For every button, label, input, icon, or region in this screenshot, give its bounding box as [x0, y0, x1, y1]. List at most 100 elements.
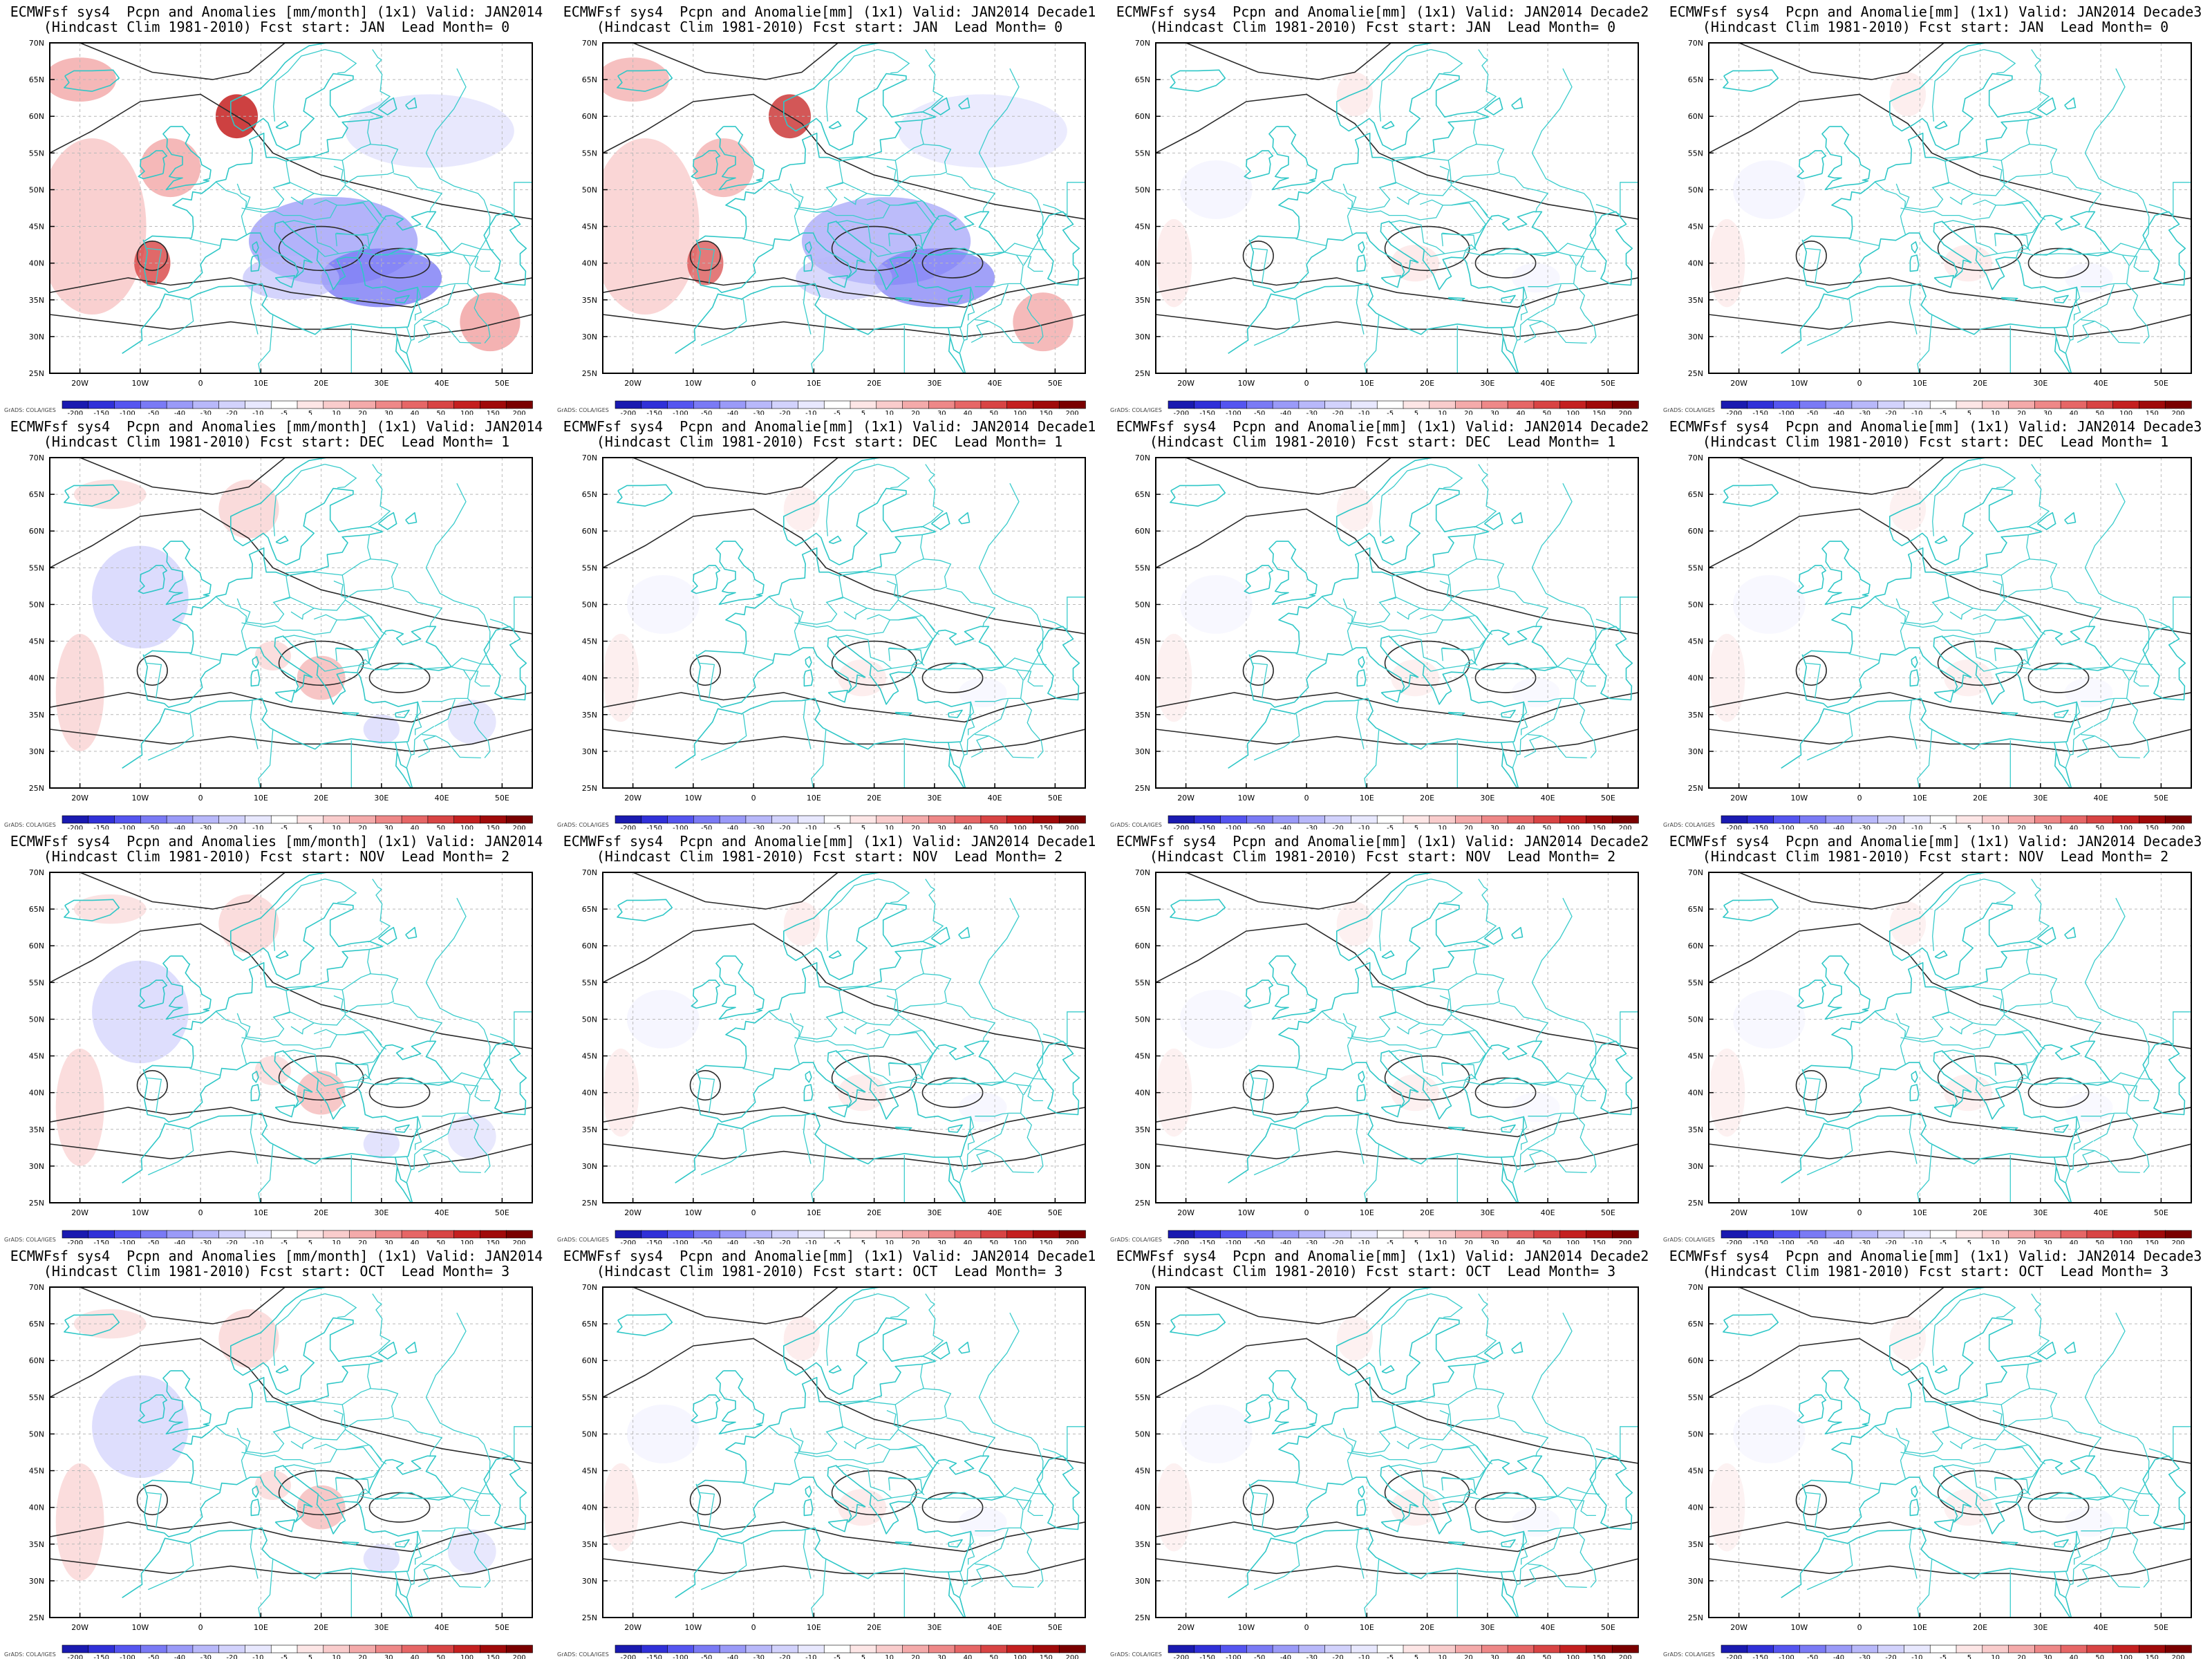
- grads-credit: GrADS: COLA/IGES: [557, 407, 609, 413]
- panel-subtitle: (Hindcast Clim 1981-2010) Fcst start: DE…: [1149, 433, 1616, 450]
- colorbar-swatch: [745, 400, 773, 409]
- colorbar-swatch: [166, 400, 194, 409]
- coastlines: [1170, 872, 1633, 1203]
- map-frame: [1708, 457, 2192, 789]
- coastlines: [1170, 43, 1633, 373]
- lat-label: 45N: [1688, 1052, 1703, 1061]
- lat-label: 30N: [582, 1162, 597, 1171]
- colorbar-swatch: [2086, 1644, 2114, 1653]
- colorbar-label: -200: [68, 825, 84, 830]
- lon-label: 20E: [1973, 1623, 1987, 1632]
- colorbar-swatch: [88, 400, 115, 409]
- coastlines: [1723, 43, 2186, 373]
- colorbar-swatch: [1533, 815, 1561, 824]
- colorbar-swatch: [1533, 1230, 1561, 1239]
- grads-credit: GrADS: COLA/IGES: [1110, 1237, 1162, 1243]
- lon-label: 30E: [2033, 794, 2047, 803]
- colorbar: [615, 1644, 1086, 1653]
- colorbar-label: 30: [384, 825, 393, 830]
- lon-label: 40E: [435, 379, 449, 388]
- colorbar-swatch: [1455, 400, 1483, 409]
- precip-anomaly-map: 70N 65N 60N 55N 50N 45N 40N 35N 30N 25N 20W 10W 0 10E…: [557, 868, 1086, 1244]
- colorbar-label: 40: [411, 410, 420, 415]
- colorbar-label: 40: [964, 410, 973, 415]
- colorbar-label: -40: [1833, 410, 1844, 415]
- colorbar-label: -20: [226, 1239, 237, 1244]
- colorbar-swatch: [427, 815, 455, 824]
- colorbar-label: 150: [2146, 410, 2159, 415]
- colorbar-swatch: [1773, 1230, 1801, 1239]
- colorbar-label: 200: [1619, 1239, 1632, 1244]
- colorbar-swatch: [719, 1230, 747, 1239]
- colorbar-label: 10: [332, 825, 341, 830]
- grads-credit: GrADS: COLA/IGES: [4, 822, 56, 828]
- colorbar-label: -10: [1911, 410, 1922, 415]
- colorbar-label: 10: [1438, 410, 1447, 415]
- colorbar-swatch: [2164, 815, 2192, 824]
- lon-label: 0: [1857, 794, 1862, 803]
- colorbar-label: 10: [885, 410, 894, 415]
- colorbar-swatch: [771, 400, 799, 409]
- colorbar-label: -30: [1859, 1239, 1871, 1244]
- lat-label: 65N: [1135, 1320, 1150, 1329]
- colorbar-swatch: [192, 400, 220, 409]
- colorbar-label: -100: [1779, 1239, 1794, 1244]
- colorbar-swatch: [928, 1230, 955, 1239]
- lon-label: 20W: [1730, 794, 1747, 803]
- colorbar-swatch: [1721, 1230, 1748, 1239]
- lon-label: 20E: [314, 1623, 328, 1632]
- colorbar-label: -50: [1807, 825, 1818, 830]
- forecast-panel: ECMWFsf sys4 Pcpn and Anomalie[mm] (1x1)…: [1106, 830, 1659, 1244]
- lat-label: 50N: [1135, 1015, 1150, 1024]
- lon-label: 50E: [2154, 1208, 2168, 1217]
- lon-label: 30E: [1480, 1208, 1494, 1217]
- colorbar-label: -150: [93, 1239, 109, 1244]
- grads-credit: GrADS: COLA/IGES: [1663, 822, 1715, 828]
- coastlines: [64, 872, 527, 1203]
- lat-label: 70N: [582, 868, 597, 877]
- colorbar-swatch: [902, 1230, 930, 1239]
- coastlines: [1723, 872, 2186, 1203]
- forecast-panel: ECMWFsf sys4 Pcpn and Anomalie[mm] (1x1)…: [553, 830, 1106, 1244]
- coastlines: [1170, 458, 1633, 788]
- colorbar-label: -200: [1174, 1654, 1190, 1659]
- colorbar-label: -5: [1387, 825, 1394, 830]
- colorbar-label: -100: [120, 1654, 135, 1659]
- colorbar-label: -100: [1226, 1239, 1241, 1244]
- colorbar-swatch: [505, 815, 533, 824]
- colorbar-swatch: [375, 815, 402, 824]
- lat-label: 70N: [1135, 39, 1150, 48]
- colorbar-swatch: [505, 1230, 533, 1239]
- colorbar-label: 50: [2095, 410, 2104, 415]
- colorbar-swatch: [1747, 1644, 1774, 1653]
- colorbar-label: -150: [93, 1654, 109, 1659]
- grads-credit: GrADS: COLA/IGES: [1110, 822, 1162, 828]
- colorbar-swatch: [1851, 1230, 1879, 1239]
- colorbar-label: -40: [1280, 1654, 1291, 1659]
- colorbar-swatch: [480, 1644, 507, 1653]
- colorbar-swatch: [192, 1644, 220, 1653]
- colorbar-swatch: [2034, 1644, 2061, 1653]
- colorbar-label: -20: [226, 1654, 237, 1659]
- map-area: [1156, 872, 1638, 1203]
- colorbar-swatch: [1194, 1230, 1221, 1239]
- map-frame: [1708, 42, 2192, 374]
- lat-label: 70N: [29, 39, 44, 48]
- colorbar-swatch: [1429, 1230, 1456, 1239]
- colorbar-label: -150: [1199, 410, 1215, 415]
- lat-label: 50N: [1688, 1430, 1703, 1438]
- colorbar-label: 20: [911, 410, 920, 415]
- colorbar-label: 40: [2070, 1654, 2079, 1659]
- colorbar-label: -200: [1727, 1654, 1743, 1659]
- colorbar-swatch: [1006, 1230, 1034, 1239]
- lon-label: 30E: [374, 1623, 388, 1632]
- coastlines: [64, 43, 527, 373]
- lon-label: 0: [1857, 1623, 1862, 1632]
- colorbar-label: -200: [621, 1654, 637, 1659]
- lat-label: 40N: [1135, 1503, 1150, 1512]
- precip-anomaly-map: 70N 65N 60N 55N 50N 45N 40N 35N 30N 25N 20W 10W 0 10E…: [1110, 453, 1639, 830]
- colorbar-swatch: [1611, 1644, 1639, 1653]
- colorbar-swatch: [1507, 400, 1535, 409]
- map-background: [1156, 458, 1638, 788]
- country-borders: [1253, 48, 1638, 373]
